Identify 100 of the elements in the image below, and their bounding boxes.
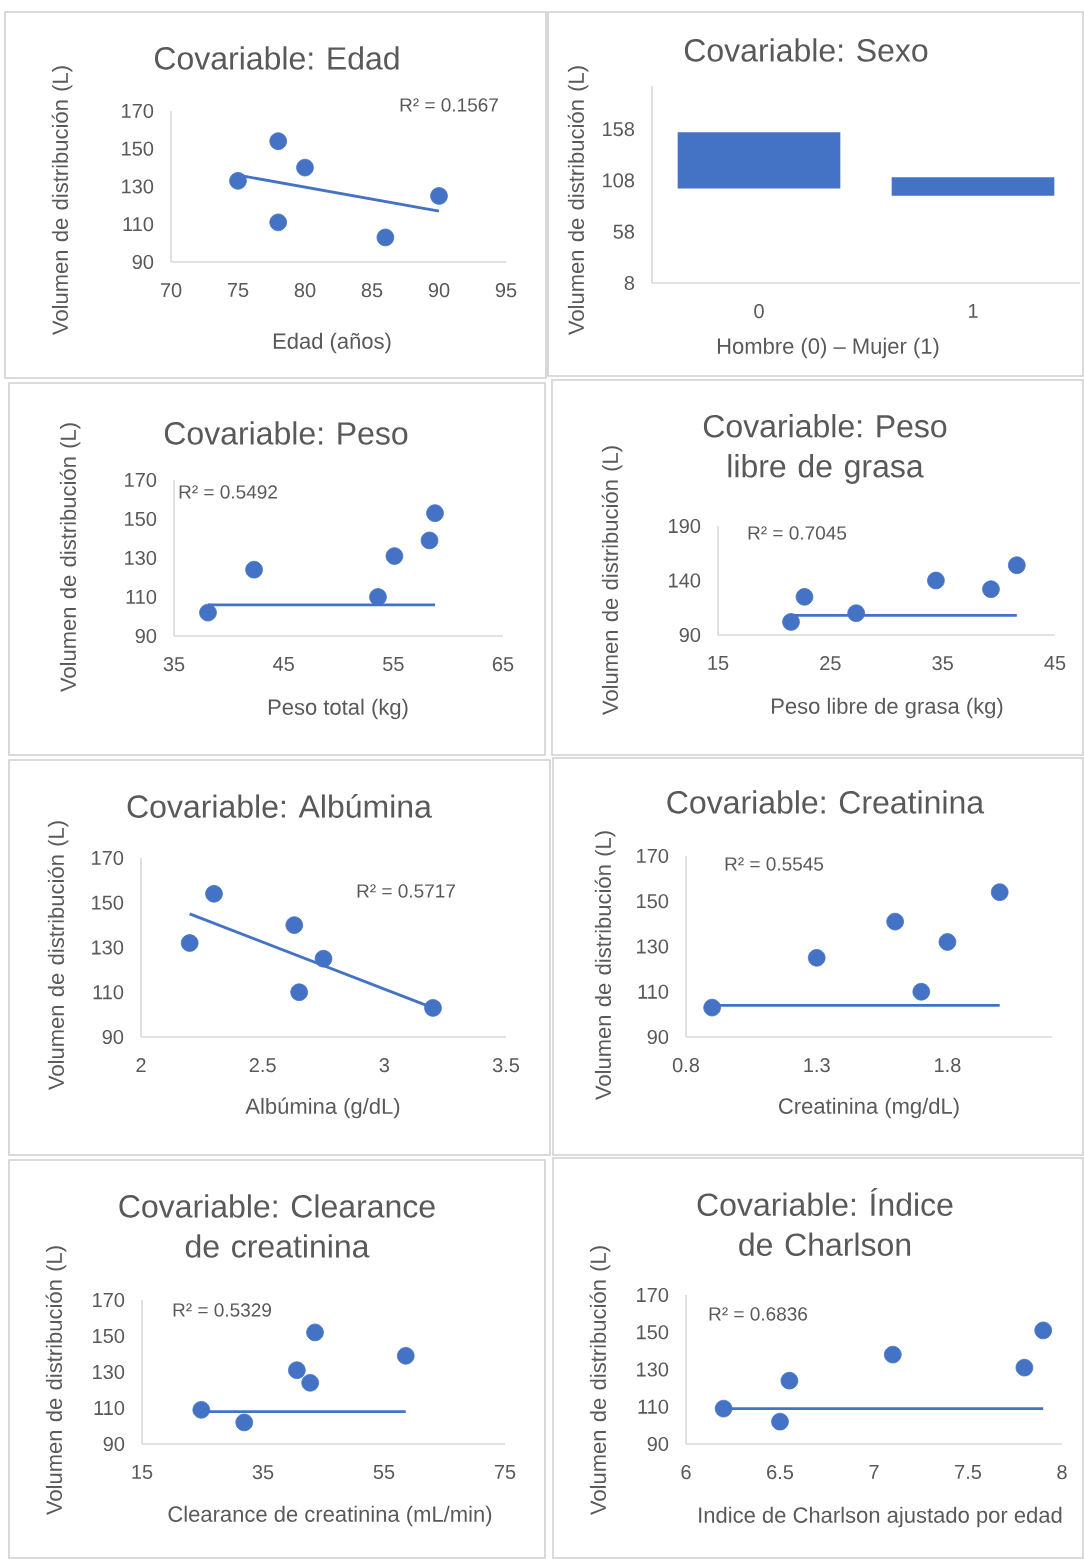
point — [269, 213, 287, 232]
point — [714, 1399, 733, 1418]
y-tick-label: 110 — [93, 985, 124, 1000]
x-tick-label: 75 — [494, 1465, 516, 1480]
y-tick-label: 150 — [637, 894, 669, 909]
chart-title: Covariable: Clearance de creatinina — [119, 1194, 435, 1258]
point — [795, 588, 814, 606]
x-tick-label: 0.8 — [672, 1058, 700, 1073]
y-tick-label: 108 — [603, 173, 635, 188]
y-tick-label: 140 — [669, 573, 701, 588]
y-tick-label: 90 — [647, 1436, 669, 1452]
x-tick-label: 6 — [681, 1465, 691, 1480]
x-axis-title: Edad (años) — [273, 332, 391, 354]
point — [245, 560, 263, 579]
y-tick-label: 130 — [125, 550, 157, 566]
y-axis-title: Volumen de distribución (L) — [59, 423, 81, 693]
y-tick-label: 150 — [125, 511, 157, 527]
y-tick-label: 110 — [638, 1399, 669, 1414]
y-tick-label: 130 — [93, 1364, 125, 1380]
point — [314, 949, 333, 968]
point — [782, 613, 800, 631]
point — [301, 1374, 319, 1392]
x-tick-label: 95 — [495, 283, 517, 298]
x-tick-label: 25 — [820, 656, 841, 671]
x-axis-title: Albúmina (g/dL) — [245, 1097, 400, 1119]
annotation: R² = 0.5329 — [173, 1303, 271, 1317]
y-tick-label: 90 — [103, 1436, 125, 1452]
y-axis-title: Volumen de distribución (L) — [594, 831, 616, 1101]
x-tick-label: 35 — [932, 656, 953, 671]
y-tick-label: 130 — [92, 940, 124, 955]
y-tick-label: 90 — [647, 1029, 669, 1045]
point — [847, 604, 865, 622]
point — [285, 916, 304, 934]
x-tick-label: 65 — [492, 657, 514, 672]
point — [426, 504, 444, 522]
point — [430, 187, 448, 205]
point — [884, 1345, 902, 1364]
point — [886, 912, 904, 931]
point — [1015, 1358, 1034, 1377]
y-tick-label: 90 — [132, 254, 154, 270]
y-tick-label: 110 — [638, 984, 669, 999]
x-tick-label: 2 — [136, 1058, 146, 1073]
point — [807, 949, 826, 967]
point — [296, 158, 314, 177]
point — [982, 580, 1000, 599]
y-tick-label: 90 — [135, 628, 157, 644]
y-axis-title: Volumen de distribución (L) — [47, 821, 69, 1091]
chart-title: Covariable: Albúmina — [127, 794, 432, 818]
y-tick-label: 90 — [102, 1029, 124, 1045]
x-tick-label: 85 — [361, 283, 383, 298]
point — [396, 1347, 415, 1365]
point — [703, 998, 721, 1017]
y-axis-title: Volumen de distribución (L) — [601, 446, 623, 716]
x-tick-label: 3 — [379, 1058, 390, 1073]
x-axis-title: Clearance de creatinina (mL/min) — [168, 1505, 492, 1527]
y-axis-title: Volumen de distribución (L) — [51, 66, 73, 336]
point — [927, 571, 945, 590]
x-tick-label: 3.5 — [492, 1058, 520, 1073]
y-tick-label: 130 — [637, 939, 669, 954]
point — [938, 933, 957, 951]
x-tick-label: 6.5 — [767, 1465, 794, 1480]
point — [420, 531, 439, 550]
point — [780, 1371, 799, 1390]
x-tick-label: 1.3 — [804, 1058, 830, 1073]
x-tick-label: 80 — [294, 283, 316, 298]
x-tick-label: 70 — [160, 283, 182, 298]
annotation: R² = 0.5717 — [357, 884, 455, 898]
annotation: R² = 0.6836 — [709, 1307, 808, 1321]
point — [192, 1401, 211, 1419]
point — [1034, 1321, 1052, 1340]
annotation: R² = 0.5492 — [179, 485, 277, 499]
y-tick-label: 170 — [125, 472, 157, 488]
point — [269, 132, 287, 150]
x-tick-label: 45 — [1044, 656, 1066, 671]
x-tick-label: 7 — [869, 1465, 879, 1479]
x-tick-label: 75 — [227, 283, 249, 297]
point — [376, 228, 395, 247]
x-tick-label: 35 — [163, 657, 185, 672]
x-tick-label: 0 — [754, 304, 764, 319]
y-tick-label: 150 — [637, 1325, 669, 1340]
x-axis-title: Peso total (kg) — [268, 698, 408, 720]
x-tick-label: 55 — [373, 1465, 395, 1480]
x-tick-label: 15 — [132, 1465, 153, 1480]
x-tick-label: 2.5 — [249, 1058, 276, 1073]
x-tick-label: 1.8 — [935, 1058, 961, 1073]
point — [306, 1323, 324, 1342]
x-tick-label: 15 — [708, 656, 729, 671]
point — [180, 934, 199, 952]
x-tick-label: 35 — [252, 1465, 274, 1480]
y-tick-label: 90 — [679, 627, 701, 643]
point — [990, 883, 1009, 901]
y-tick-label: 170 — [122, 103, 154, 119]
point — [290, 983, 308, 1002]
y-tick-label: 110 — [123, 217, 154, 232]
x-tick-label: 55 — [383, 657, 404, 672]
point — [385, 547, 404, 565]
point — [235, 1413, 254, 1432]
annotation: R² = 0.5545 — [725, 857, 824, 871]
chart-title: Covariable: Peso — [164, 421, 408, 445]
y-tick-label: 170 — [92, 850, 124, 866]
